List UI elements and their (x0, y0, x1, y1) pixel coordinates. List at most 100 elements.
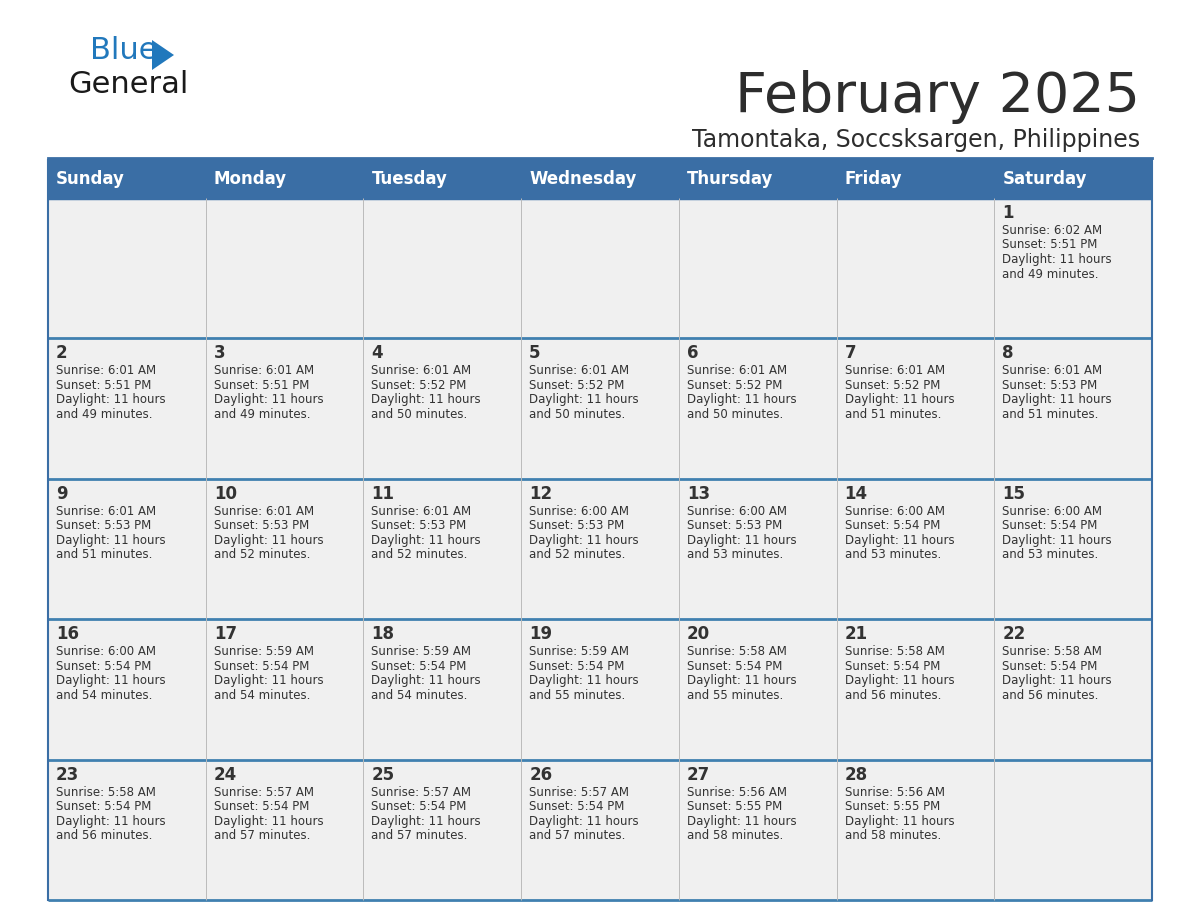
Text: Sunset: 5:54 PM: Sunset: 5:54 PM (372, 800, 467, 813)
Bar (206, 479, 364, 620)
Text: Sunset: 5:51 PM: Sunset: 5:51 PM (56, 379, 151, 392)
Text: Sunrise: 6:01 AM: Sunrise: 6:01 AM (214, 364, 314, 377)
Text: Sunset: 5:53 PM: Sunset: 5:53 PM (214, 520, 309, 532)
Bar (836, 620, 994, 759)
Text: Sunrise: 5:58 AM: Sunrise: 5:58 AM (845, 645, 944, 658)
Text: Tamontaka, Soccsksargen, Philippines: Tamontaka, Soccsksargen, Philippines (691, 128, 1140, 152)
Bar (206, 198, 364, 339)
Text: Sunrise: 6:00 AM: Sunrise: 6:00 AM (1003, 505, 1102, 518)
Text: Sunday: Sunday (56, 170, 125, 188)
Text: Sunrise: 6:00 AM: Sunrise: 6:00 AM (529, 505, 630, 518)
Text: 1: 1 (1003, 204, 1013, 222)
Text: and 54 minutes.: and 54 minutes. (372, 688, 468, 701)
Text: and 55 minutes.: and 55 minutes. (529, 688, 625, 701)
Text: 27: 27 (687, 766, 710, 784)
Text: and 58 minutes.: and 58 minutes. (845, 829, 941, 842)
Bar (48, 339, 206, 479)
Text: Sunset: 5:54 PM: Sunset: 5:54 PM (372, 660, 467, 673)
Text: 16: 16 (56, 625, 78, 644)
Text: Sunset: 5:54 PM: Sunset: 5:54 PM (1003, 660, 1098, 673)
Text: 12: 12 (529, 485, 552, 503)
Text: 3: 3 (214, 344, 226, 363)
Text: Sunrise: 6:01 AM: Sunrise: 6:01 AM (56, 364, 156, 377)
Text: Daylight: 11 hours: Daylight: 11 hours (1003, 394, 1112, 407)
Text: Sunrise: 5:56 AM: Sunrise: 5:56 AM (845, 786, 944, 799)
Bar (48, 479, 206, 620)
Text: Sunset: 5:54 PM: Sunset: 5:54 PM (529, 800, 625, 813)
Text: 7: 7 (845, 344, 857, 363)
Text: Sunrise: 6:01 AM: Sunrise: 6:01 AM (56, 505, 156, 518)
Bar (48, 198, 206, 339)
Bar (678, 198, 836, 339)
Text: Sunrise: 5:57 AM: Sunrise: 5:57 AM (529, 786, 630, 799)
Text: 2: 2 (56, 344, 68, 363)
Text: Sunrise: 6:01 AM: Sunrise: 6:01 AM (372, 505, 472, 518)
Text: Sunset: 5:55 PM: Sunset: 5:55 PM (845, 800, 940, 813)
Bar (48, 160, 1152, 198)
Text: 4: 4 (372, 344, 383, 363)
Text: and 54 minutes.: and 54 minutes. (214, 688, 310, 701)
Text: Daylight: 11 hours: Daylight: 11 hours (214, 533, 323, 547)
Text: Sunset: 5:53 PM: Sunset: 5:53 PM (56, 520, 151, 532)
Text: and 52 minutes.: and 52 minutes. (372, 548, 468, 561)
Text: Daylight: 11 hours: Daylight: 11 hours (687, 674, 796, 688)
Text: 24: 24 (214, 766, 236, 784)
Text: Sunrise: 5:58 AM: Sunrise: 5:58 AM (56, 786, 156, 799)
Text: Sunrise: 5:59 AM: Sunrise: 5:59 AM (214, 645, 314, 658)
Bar (836, 479, 994, 620)
Text: 21: 21 (845, 625, 867, 644)
Text: and 56 minutes.: and 56 minutes. (1003, 688, 1099, 701)
Text: and 50 minutes.: and 50 minutes. (529, 408, 625, 420)
Text: Sunrise: 5:58 AM: Sunrise: 5:58 AM (1003, 645, 1102, 658)
Text: and 53 minutes.: and 53 minutes. (1003, 548, 1099, 561)
Text: Sunset: 5:54 PM: Sunset: 5:54 PM (214, 660, 309, 673)
Text: Sunrise: 6:01 AM: Sunrise: 6:01 AM (687, 364, 786, 377)
Text: Friday: Friday (845, 170, 902, 188)
Text: Sunrise: 6:01 AM: Sunrise: 6:01 AM (1003, 364, 1102, 377)
Text: and 57 minutes.: and 57 minutes. (529, 829, 626, 842)
Text: 25: 25 (372, 766, 394, 784)
Bar (836, 759, 994, 900)
Text: Sunrise: 6:01 AM: Sunrise: 6:01 AM (214, 505, 314, 518)
Text: and 53 minutes.: and 53 minutes. (687, 548, 783, 561)
Text: Sunrise: 6:00 AM: Sunrise: 6:00 AM (687, 505, 786, 518)
Text: 9: 9 (56, 485, 68, 503)
Text: Sunset: 5:54 PM: Sunset: 5:54 PM (1003, 520, 1098, 532)
Text: and 54 minutes.: and 54 minutes. (56, 688, 152, 701)
Text: and 52 minutes.: and 52 minutes. (529, 548, 626, 561)
Text: Monday: Monday (214, 170, 286, 188)
Text: Sunrise: 5:59 AM: Sunrise: 5:59 AM (529, 645, 630, 658)
Bar (678, 339, 836, 479)
Bar (364, 759, 522, 900)
Text: Sunset: 5:52 PM: Sunset: 5:52 PM (845, 379, 940, 392)
Text: Daylight: 11 hours: Daylight: 11 hours (56, 533, 165, 547)
Text: Sunset: 5:54 PM: Sunset: 5:54 PM (214, 800, 309, 813)
Text: February 2025: February 2025 (735, 70, 1140, 124)
Text: Blue: Blue (90, 36, 158, 65)
Text: Daylight: 11 hours: Daylight: 11 hours (845, 394, 954, 407)
Text: Daylight: 11 hours: Daylight: 11 hours (529, 533, 639, 547)
Text: Daylight: 11 hours: Daylight: 11 hours (56, 674, 165, 688)
Text: Sunrise: 6:00 AM: Sunrise: 6:00 AM (56, 645, 156, 658)
Bar (364, 339, 522, 479)
Text: Tuesday: Tuesday (372, 170, 448, 188)
Text: Sunset: 5:51 PM: Sunset: 5:51 PM (214, 379, 309, 392)
Bar (522, 479, 678, 620)
Bar (48, 620, 206, 759)
Text: Sunset: 5:52 PM: Sunset: 5:52 PM (372, 379, 467, 392)
Bar (678, 479, 836, 620)
Text: 10: 10 (214, 485, 236, 503)
Text: Wednesday: Wednesday (529, 170, 637, 188)
Text: Daylight: 11 hours: Daylight: 11 hours (1003, 674, 1112, 688)
Text: Sunset: 5:52 PM: Sunset: 5:52 PM (529, 379, 625, 392)
Text: Daylight: 11 hours: Daylight: 11 hours (372, 533, 481, 547)
Text: Sunset: 5:53 PM: Sunset: 5:53 PM (372, 520, 467, 532)
Text: Daylight: 11 hours: Daylight: 11 hours (687, 533, 796, 547)
Text: Sunset: 5:53 PM: Sunset: 5:53 PM (687, 520, 782, 532)
Text: and 49 minutes.: and 49 minutes. (1003, 267, 1099, 281)
Text: Sunrise: 5:57 AM: Sunrise: 5:57 AM (372, 786, 472, 799)
Text: 28: 28 (845, 766, 867, 784)
Text: 22: 22 (1003, 625, 1025, 644)
Text: 5: 5 (529, 344, 541, 363)
Text: Sunrise: 5:56 AM: Sunrise: 5:56 AM (687, 786, 786, 799)
